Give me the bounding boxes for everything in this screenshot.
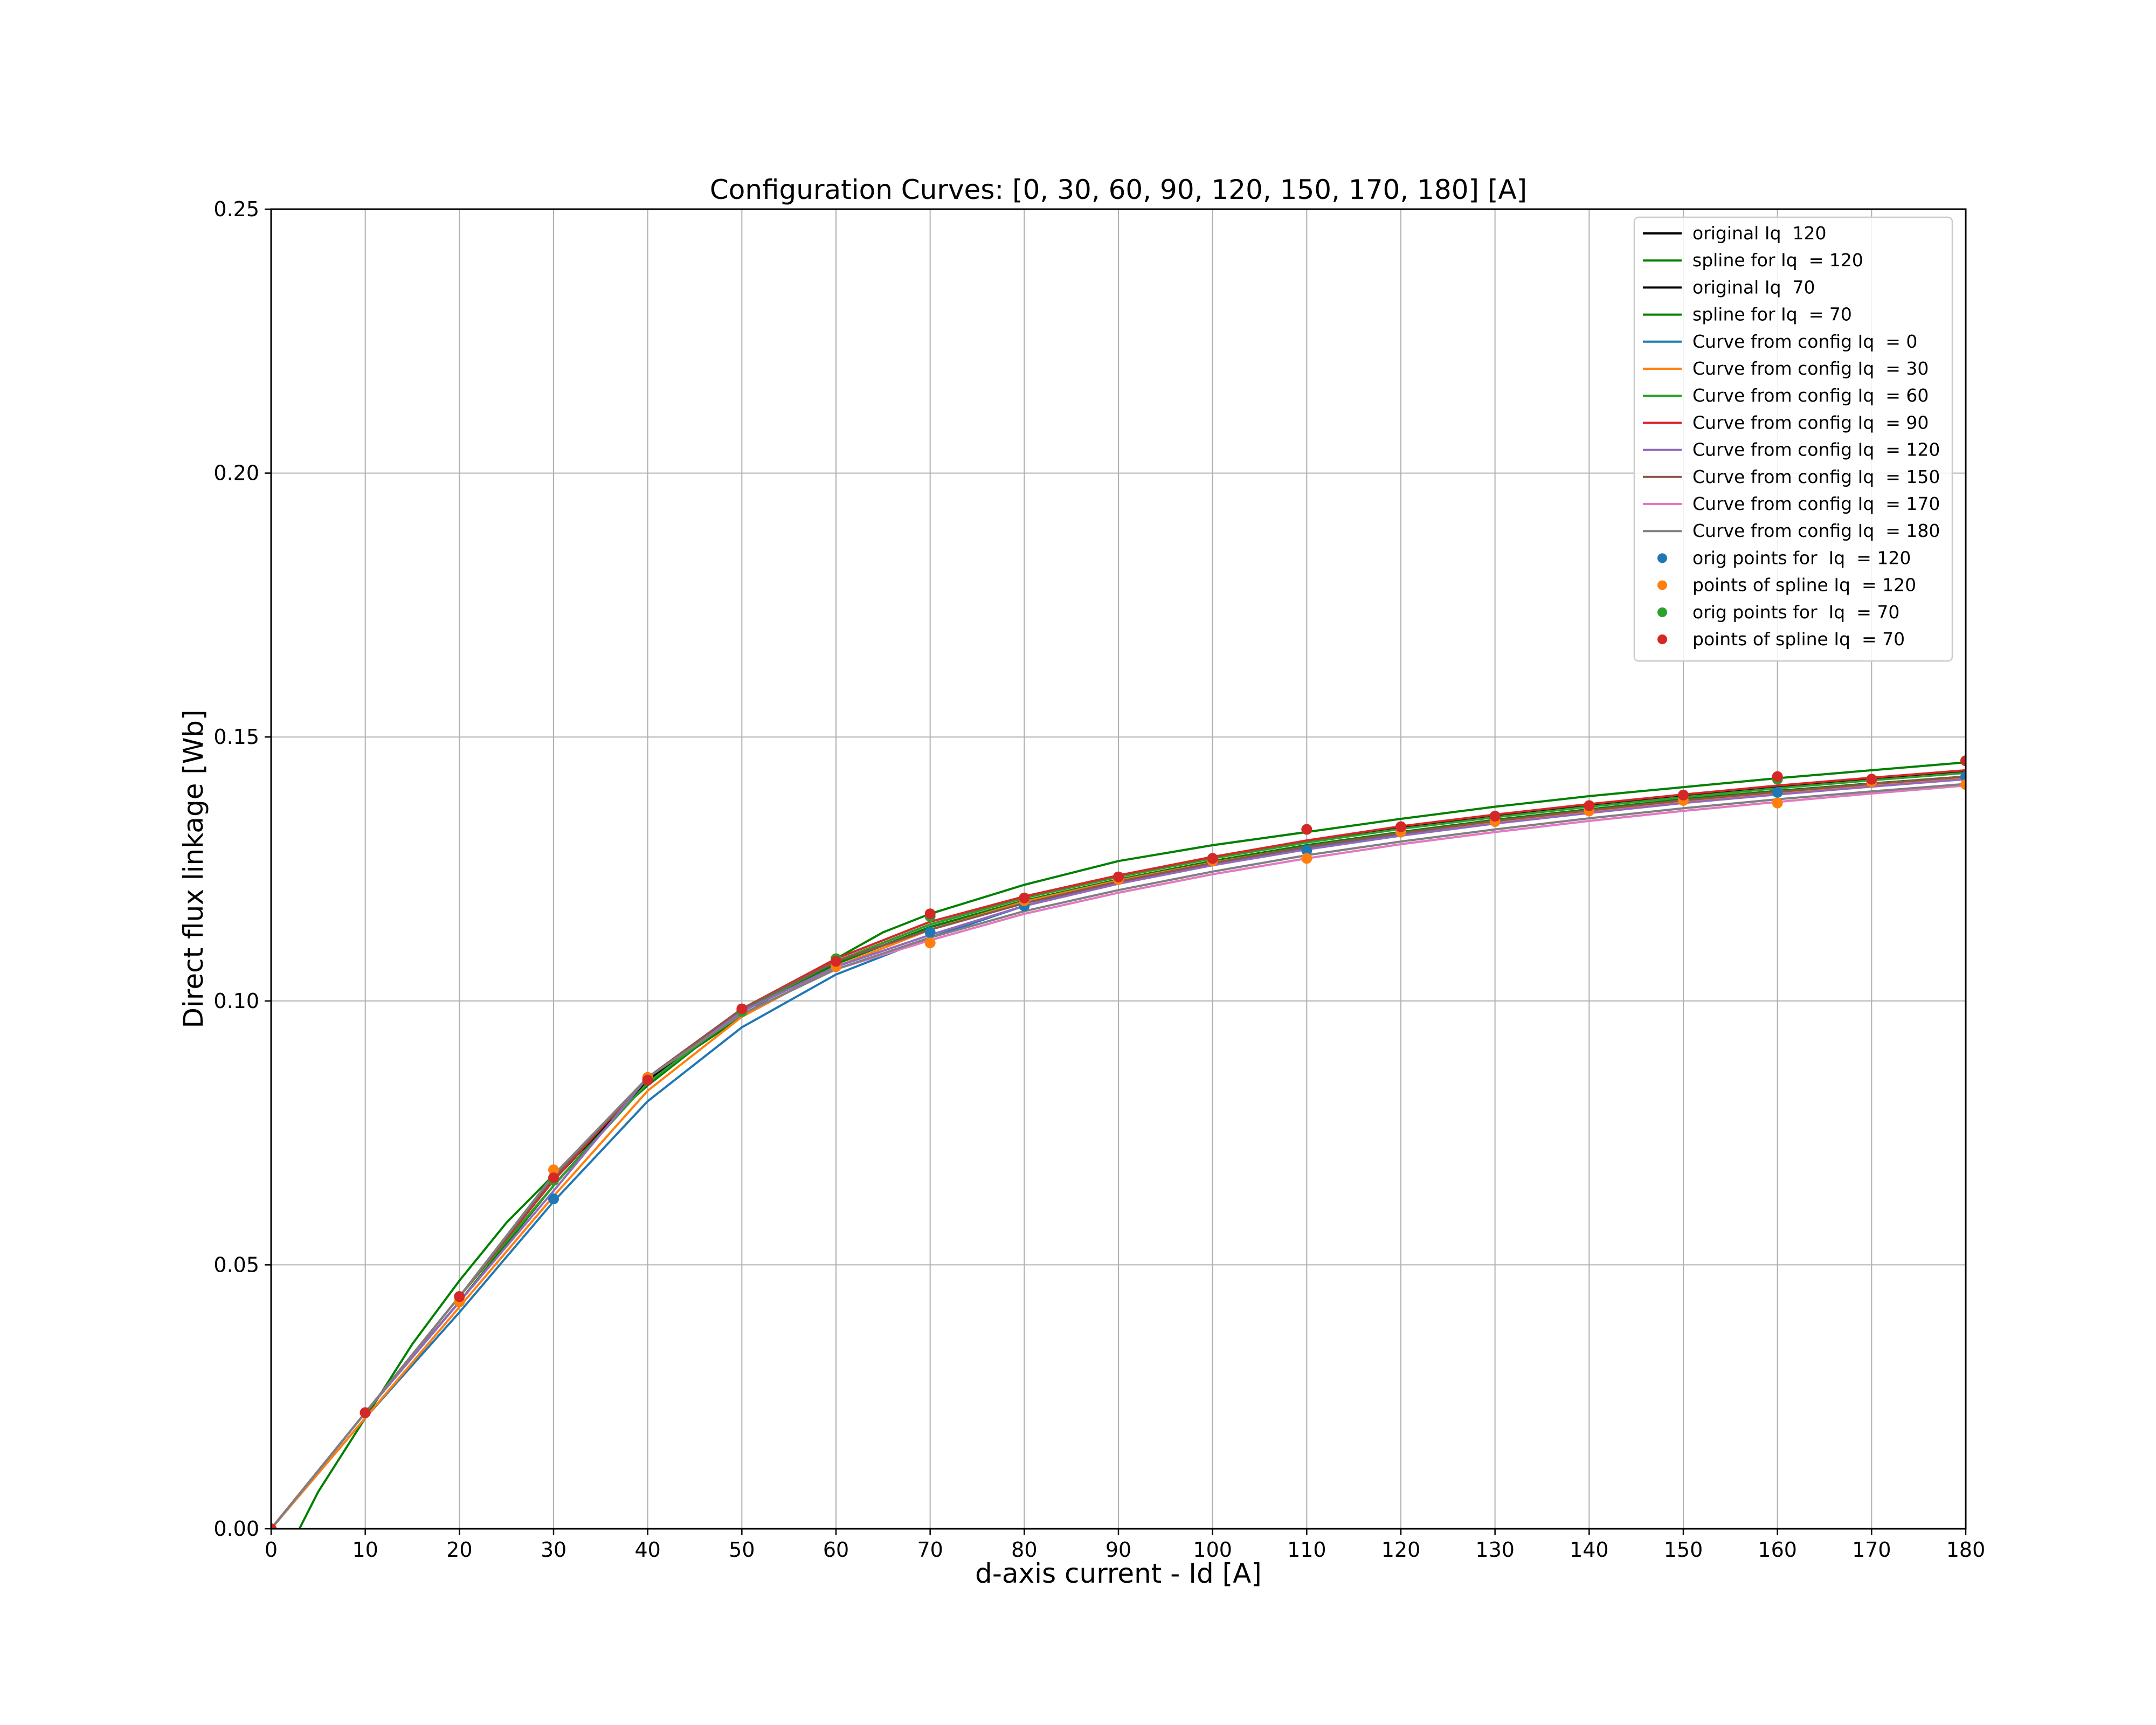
x-tick-label: 170 <box>1852 1538 1891 1562</box>
legend-entry-label: Curve from config Iq = 60 <box>1692 385 1929 406</box>
series-13-point <box>548 1164 559 1176</box>
x-tick-label: 0 <box>265 1538 278 1562</box>
legend: original Iq 120 spline for Iq = 120 origin… <box>1633 216 1953 662</box>
x-tick-label: 180 <box>1946 1538 1986 1562</box>
series-12-point <box>1301 845 1312 856</box>
series-15-point <box>1113 871 1124 882</box>
x-tick-label: 120 <box>1381 1538 1421 1562</box>
series-12-point <box>1772 787 1783 798</box>
legend-entry-label: original Iq 120 <box>1692 223 1826 244</box>
plot-frame <box>270 208 1967 1530</box>
series-12-point <box>1960 771 1966 782</box>
series-15-point <box>642 1074 653 1086</box>
y-tick-label: 0.00 <box>213 1517 259 1541</box>
legend-entry-label: Curve from config Iq = 120 <box>1692 439 1940 460</box>
legend-entry-label: points of spline Iq = 120 <box>1692 575 1916 596</box>
x-tick-label: 30 <box>541 1538 566 1562</box>
series-15-point <box>548 1172 559 1183</box>
y-tick-label: 0.10 <box>213 989 259 1013</box>
legend-entry-label: spline for Iq = 70 <box>1692 304 1852 325</box>
series-15-point <box>924 908 936 920</box>
series-15-point <box>1866 774 1877 785</box>
legend-marker-swatch <box>1657 607 1667 617</box>
x-tick-label: 130 <box>1475 1538 1515 1562</box>
legend-marker-swatch <box>1657 634 1667 644</box>
series-15-point <box>1301 824 1312 835</box>
x-tick-label: 20 <box>446 1538 472 1562</box>
plot-area <box>271 755 1966 1529</box>
series-15-point <box>1960 755 1966 767</box>
y-tick-label: 0.05 <box>213 1253 259 1276</box>
legend-entry-label: Curve from config Iq = 0 <box>1692 331 1917 352</box>
series-15-point <box>1489 811 1501 822</box>
series-15-point <box>1772 771 1783 782</box>
legend-entry-label: orig points for Iq = 120 <box>1692 547 1911 568</box>
legend-entry-label: spline for Iq = 120 <box>1692 250 1863 271</box>
x-tick-label: 140 <box>1570 1538 1609 1562</box>
legend-box <box>1633 216 1953 662</box>
x-tick-label: 40 <box>634 1538 660 1562</box>
series-15-point <box>271 1523 277 1529</box>
axis-ticks: 0 10 20 30 40 50 60 70 80 90 100 110 120 130 140 150 160… <box>213 197 1985 1562</box>
legend-entry-label: Curve from config Iq = 170 <box>1692 493 1940 514</box>
legend-entry-label: orig points for Iq = 70 <box>1692 602 1899 623</box>
series-15-point <box>454 1291 465 1302</box>
series-13-point <box>1301 853 1312 864</box>
legend-entry-label: Curve from config Iq = 90 <box>1692 412 1929 433</box>
y-axis-label: Direct flux linkage [Wb] <box>178 709 209 1028</box>
x-tick-label: 10 <box>352 1538 378 1562</box>
series-15-point <box>1207 853 1218 864</box>
y-tick-label: 0.20 <box>213 461 259 485</box>
x-tick-label: 50 <box>729 1538 755 1562</box>
series-15-point <box>736 1003 748 1015</box>
x-tick-label: 70 <box>917 1538 943 1562</box>
legend-entry-label: original Iq 70 <box>1692 277 1815 298</box>
x-tick-label: 80 <box>1011 1538 1037 1562</box>
chart-title: Configuration Curves: [0, 30, 60, 90, 12… <box>710 174 1527 205</box>
series-15-point <box>831 956 841 967</box>
legend-entry-label: Curve from config Iq = 180 <box>1692 520 1940 541</box>
legend-entry-label: Curve from config Iq = 30 <box>1692 358 1929 379</box>
x-tick-label: 160 <box>1758 1538 1797 1562</box>
x-tick-label: 100 <box>1193 1538 1232 1562</box>
series-15-point <box>1395 821 1406 832</box>
x-tick-label: 110 <box>1287 1538 1326 1562</box>
x-axis-label: d-axis current - Id [A] <box>975 1558 1262 1589</box>
series-15-point <box>1019 892 1030 903</box>
x-tick-label: 60 <box>823 1538 849 1562</box>
series-13-point <box>924 937 936 949</box>
series-15-point <box>1678 789 1689 801</box>
series-13-point <box>1772 797 1783 809</box>
x-tick-label: 150 <box>1664 1538 1703 1562</box>
legend-entry-label: Curve from config Iq = 150 <box>1692 466 1940 487</box>
legend-marker-swatch <box>1657 580 1667 590</box>
series-12-point <box>548 1193 559 1204</box>
series-12-point <box>924 927 936 938</box>
series-15-point <box>360 1407 371 1418</box>
legend-entry-label: points of spline Iq = 70 <box>1692 629 1905 650</box>
y-tick-label: 0.15 <box>213 725 259 749</box>
x-tick-label: 90 <box>1105 1538 1131 1562</box>
y-tick-label: 0.25 <box>213 197 259 221</box>
series-15-point <box>1584 800 1595 811</box>
legend-marker-swatch <box>1657 553 1667 563</box>
series-13-point <box>1960 779 1966 790</box>
